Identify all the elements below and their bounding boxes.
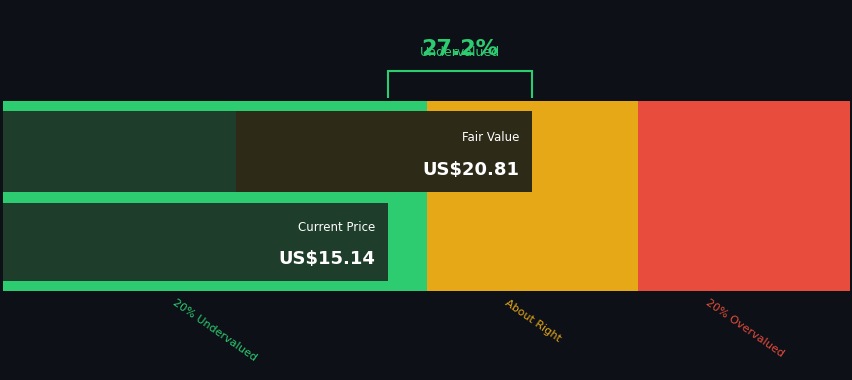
Text: 20% Undervalued: 20% Undervalued: [170, 298, 258, 363]
Bar: [3, 192, 426, 203]
Text: Undervalued: Undervalued: [420, 31, 499, 59]
Bar: [638, 101, 849, 291]
Text: US$15.14: US$15.14: [278, 250, 375, 268]
Bar: [3, 203, 388, 281]
Text: About Right: About Right: [502, 298, 561, 344]
Bar: [3, 111, 532, 192]
Bar: [164, 203, 388, 281]
Text: Fair Value: Fair Value: [462, 131, 519, 144]
Bar: [235, 111, 532, 192]
Text: 27.2%: 27.2%: [421, 39, 498, 59]
Bar: [426, 101, 638, 291]
Text: US$20.81: US$20.81: [422, 161, 519, 179]
Text: 20% Overvalued: 20% Overvalued: [703, 298, 785, 359]
Bar: [3, 101, 426, 111]
Bar: [3, 281, 426, 291]
Text: Current Price: Current Price: [297, 222, 375, 234]
Bar: [3, 101, 426, 291]
